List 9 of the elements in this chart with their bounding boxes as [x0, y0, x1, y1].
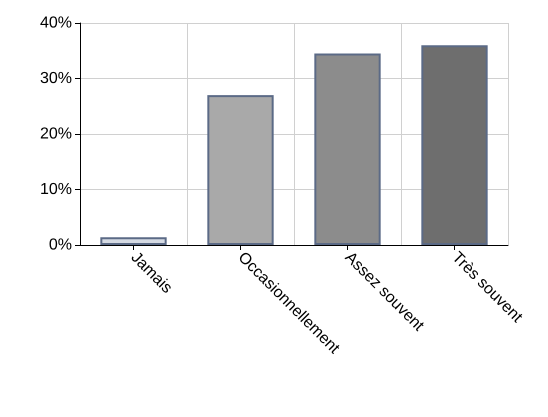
- bar: [421, 45, 488, 245]
- bar: [314, 54, 381, 245]
- bar: [100, 237, 167, 245]
- y-tick-label: 40%: [40, 14, 72, 32]
- y-tick-label: 20%: [40, 126, 72, 142]
- y-tick-label: 30%: [40, 70, 72, 87]
- bar: [207, 95, 274, 245]
- y-tick-label: 0%: [48, 236, 72, 254]
- y-tick-label: 10%: [40, 181, 72, 198]
